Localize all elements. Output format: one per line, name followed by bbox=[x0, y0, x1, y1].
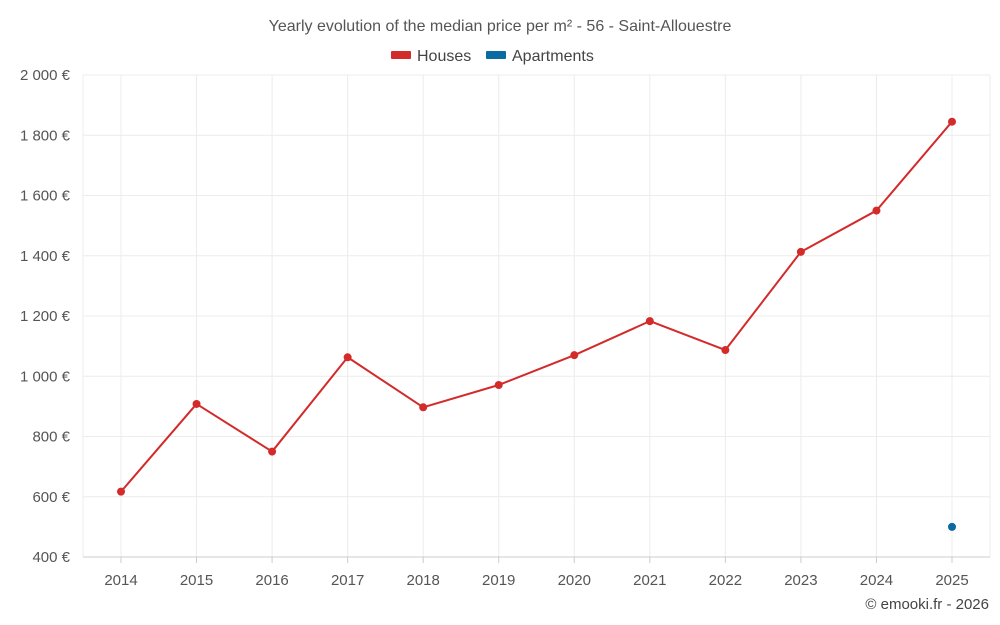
y-tick-label: 2 000 € bbox=[20, 67, 71, 84]
data-point-houses[interactable] bbox=[645, 317, 654, 326]
grid bbox=[82, 74, 991, 558]
data-point-houses[interactable] bbox=[948, 117, 956, 126]
series-line-houses bbox=[120, 121, 953, 493]
legend-item-apartments[interactable]: Apartments bbox=[486, 48, 594, 65]
y-tick-label: 1 600 € bbox=[20, 188, 71, 205]
data-point-houses[interactable] bbox=[117, 487, 125, 496]
x-tick-label: 2023 bbox=[784, 572, 817, 589]
x-tick-label: 2020 bbox=[558, 572, 591, 589]
credit: © emooki.fr - 2026 bbox=[865, 596, 989, 613]
data-point-houses[interactable] bbox=[570, 351, 579, 360]
y-tick-label: 800 € bbox=[32, 429, 70, 446]
data-point-houses[interactable] bbox=[494, 380, 503, 389]
y-tick-label: 600 € bbox=[32, 489, 70, 506]
legend-label-apartments: Apartments bbox=[512, 48, 594, 65]
x-tick-label: 2015 bbox=[180, 572, 213, 589]
chart-title: Yearly evolution of the median price per… bbox=[269, 18, 732, 35]
x-tick-label: 2025 bbox=[935, 572, 968, 589]
y-tick-label: 1 400 € bbox=[20, 248, 71, 265]
x-tick-label: 2024 bbox=[860, 572, 893, 589]
x-tick-label: 2019 bbox=[482, 572, 515, 589]
x-tick-label: 2021 bbox=[633, 572, 666, 589]
data-point-houses[interactable] bbox=[192, 399, 201, 408]
legend: Houses Apartments bbox=[391, 48, 594, 65]
legend-item-houses[interactable]: Houses bbox=[391, 48, 471, 65]
y-tick-label: 400 € bbox=[32, 549, 70, 566]
data-point-houses[interactable] bbox=[872, 206, 881, 215]
data-point-houses[interactable] bbox=[721, 346, 730, 355]
x-tick-label: 2016 bbox=[255, 572, 288, 589]
x-tick-label: 2022 bbox=[709, 572, 742, 589]
x-tick-label: 2014 bbox=[104, 572, 137, 589]
data-point-houses[interactable] bbox=[343, 353, 352, 362]
axes: 400 € 600 € 800 € 1 000 € 1 200 € 1 400 € 1 60… bbox=[20, 67, 990, 589]
x-tick-label: 2017 bbox=[331, 572, 364, 589]
y-tick-label: 1 800 € bbox=[20, 127, 71, 144]
y-tick-label: 1 000 € bbox=[20, 368, 71, 385]
data-point-houses[interactable] bbox=[796, 247, 805, 256]
x-tick-label: 2018 bbox=[406, 572, 439, 589]
legend-swatch-houses bbox=[391, 51, 411, 59]
legend-label-houses: Houses bbox=[417, 48, 471, 65]
legend-swatch-apartments bbox=[486, 51, 506, 59]
y-tick-label: 1 200 € bbox=[20, 308, 71, 325]
data-point-houses[interactable] bbox=[268, 447, 277, 456]
data-point-houses[interactable] bbox=[419, 403, 428, 412]
data-point-apartments[interactable] bbox=[948, 522, 956, 531]
plot-area bbox=[117, 117, 956, 531]
